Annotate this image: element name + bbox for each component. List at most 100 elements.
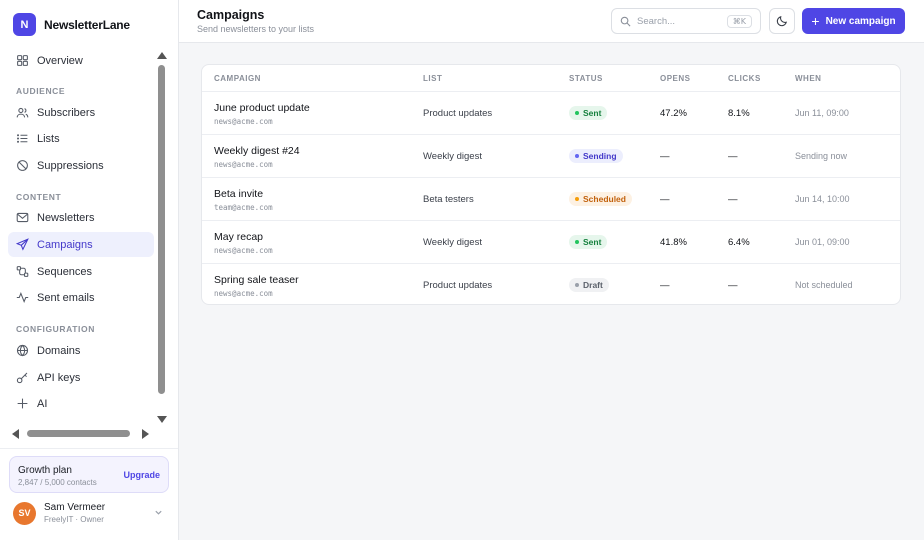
brand-logo: N: [13, 13, 36, 36]
page-header: Campaigns Send newsletters to your lists…: [179, 0, 924, 43]
column-header-clicks[interactable]: CLICKS: [728, 74, 761, 83]
campaign-sender: team@acme.com: [214, 203, 273, 212]
campaign-list: Weekly digest: [423, 151, 482, 162]
sidebar-item-label: Suppressions: [37, 159, 104, 172]
sidebar-nav: Overview AUDIENCE Subscribers Lists Supp…: [0, 46, 155, 428]
grid-icon: [17, 55, 28, 66]
status-label: Scheduled: [583, 194, 626, 204]
clicks-value: —: [728, 151, 738, 162]
sidebar-item-lists[interactable]: Lists: [8, 126, 154, 151]
campaign-name[interactable]: Weekly digest #24: [214, 145, 300, 157]
table-row[interactable]: May recap news@acme.com Weekly digest Sent 4…: [202, 221, 900, 264]
table-row[interactable]: Spring sale teaser news@acme.com Product u…: [202, 264, 900, 304]
brand[interactable]: N NewsletterLane: [13, 13, 130, 36]
sidebar-item-newsletters[interactable]: Newsletters: [8, 205, 154, 230]
status-dot-icon: [575, 154, 579, 158]
campaign-sender: news@acme.com: [214, 117, 273, 126]
status-badge: Draft: [569, 278, 609, 292]
sidebar-item-suppressions[interactable]: Suppressions: [8, 153, 154, 178]
brand-name: NewsletterLane: [44, 17, 130, 32]
campaign-list: Product updates: [423, 108, 493, 119]
search-icon: [620, 16, 631, 26]
sidebar-vertical-scrollbar[interactable]: [155, 50, 167, 428]
column-header-status[interactable]: STATUS: [569, 74, 603, 83]
sidebar-item-label: Campaigns: [37, 238, 93, 251]
plus-icon: +: [811, 13, 820, 29]
upgrade-link[interactable]: Upgrade: [123, 470, 160, 480]
sidebar-item-subscribers[interactable]: Subscribers: [8, 100, 154, 125]
search-placeholder: Search...: [637, 15, 676, 27]
sidebar-item-label: Sent emails: [37, 291, 95, 304]
list-icon: [17, 134, 28, 143]
campaign-name[interactable]: Beta invite: [214, 188, 264, 200]
new-campaign-label: New campaign: [825, 15, 896, 27]
when-value: Not scheduled: [795, 280, 853, 290]
user-menu[interactable]: SV Sam Vermeer FreelyIT · Owner: [13, 500, 169, 526]
campaign-name[interactable]: June product update: [214, 102, 310, 114]
status-badge: Sent: [569, 106, 608, 120]
scrollbar-thumb[interactable]: [158, 65, 165, 394]
sidebar-item-label: Sequences: [37, 265, 93, 278]
sidebar-item-sent-emails[interactable]: Sent emails: [8, 285, 154, 310]
plan-card: Growth plan 2,847 / 5,000 contacts Upgra…: [9, 456, 169, 493]
column-header-campaign[interactable]: CAMPAIGN: [214, 74, 261, 83]
opens-value: —: [660, 194, 670, 205]
scrollbar-thumb[interactable]: [27, 430, 130, 437]
theme-toggle-button[interactable]: [769, 8, 795, 34]
status-label: Sent: [583, 108, 602, 118]
moon-icon: [776, 16, 787, 27]
avatar: SV: [13, 501, 36, 525]
workflow-icon: [16, 266, 29, 277]
scroll-down-arrow[interactable]: [157, 416, 167, 423]
status-badge: Sent: [569, 235, 608, 249]
clicks-value: 6.4%: [728, 237, 750, 248]
column-header-list[interactable]: LIST: [423, 74, 443, 83]
clicks-value: —: [728, 194, 738, 205]
scroll-right-arrow[interactable]: [142, 429, 149, 439]
clicks-value: —: [728, 280, 738, 291]
chevron-down-icon: [155, 510, 162, 515]
sidebar-item-label: Overview: [37, 54, 83, 67]
sidebar-item-campaigns[interactable]: Campaigns: [8, 232, 154, 257]
new-campaign-button[interactable]: + New campaign: [802, 8, 905, 34]
user-org: FreelyIT · Owner: [44, 515, 104, 524]
status-dot-icon: [575, 283, 579, 287]
nav-section-content: CONTENT: [16, 192, 62, 202]
sidebar-item-label: Lists: [37, 132, 60, 145]
clicks-value: 8.1%: [728, 108, 750, 119]
campaign-name[interactable]: May recap: [214, 231, 264, 243]
user-name: Sam Vermeer: [44, 502, 106, 513]
key-icon: [16, 372, 28, 384]
opens-value: 47.2%: [660, 108, 687, 119]
opens-value: —: [660, 151, 670, 162]
sidebar-item-sequences[interactable]: Sequences: [8, 259, 154, 284]
campaign-name[interactable]: Spring sale teaser: [214, 274, 299, 286]
table-row[interactable]: Weekly digest #24 news@acme.com Weekly dig…: [202, 135, 900, 178]
sidebar-item-label: Subscribers: [37, 106, 96, 119]
sidebar-item-label: Newsletters: [37, 211, 95, 224]
table-row[interactable]: June product update news@acme.com Product …: [202, 92, 900, 135]
column-header-when[interactable]: WHEN: [795, 74, 822, 83]
when-value: Jun 11, 09:00: [795, 108, 849, 118]
scroll-up-arrow[interactable]: [157, 52, 167, 59]
column-header-opens[interactable]: OPENS: [660, 74, 691, 83]
activity-icon: [16, 292, 29, 303]
sidebar-item-domains[interactable]: Domains: [8, 338, 154, 363]
ban-icon: [17, 160, 28, 171]
sidebar-item-ai[interactable]: AI: [8, 391, 154, 416]
when-value: Jun 14, 10:00: [795, 194, 850, 204]
sidebar-item-label: Domains: [37, 344, 81, 357]
search-input[interactable]: Search... ⌘K: [611, 8, 761, 34]
status-badge: Scheduled: [569, 192, 632, 206]
search-shortcut: ⌘K: [726, 14, 752, 28]
scroll-left-arrow[interactable]: [12, 429, 19, 439]
sidebar-item-overview[interactable]: Overview: [8, 48, 154, 73]
sidebar-divider: [0, 448, 178, 449]
opens-value: 41.8%: [660, 237, 687, 248]
plan-usage: 2,847 / 5,000 contacts: [18, 478, 97, 487]
table-row[interactable]: Beta invite team@acme.com Beta testers Sche…: [202, 178, 900, 221]
campaign-sender: news@acme.com: [214, 289, 273, 298]
status-dot-icon: [575, 197, 579, 201]
sidebar-item-api-keys[interactable]: API keys: [8, 365, 154, 390]
sidebar-horizontal-scrollbar[interactable]: [12, 428, 154, 440]
